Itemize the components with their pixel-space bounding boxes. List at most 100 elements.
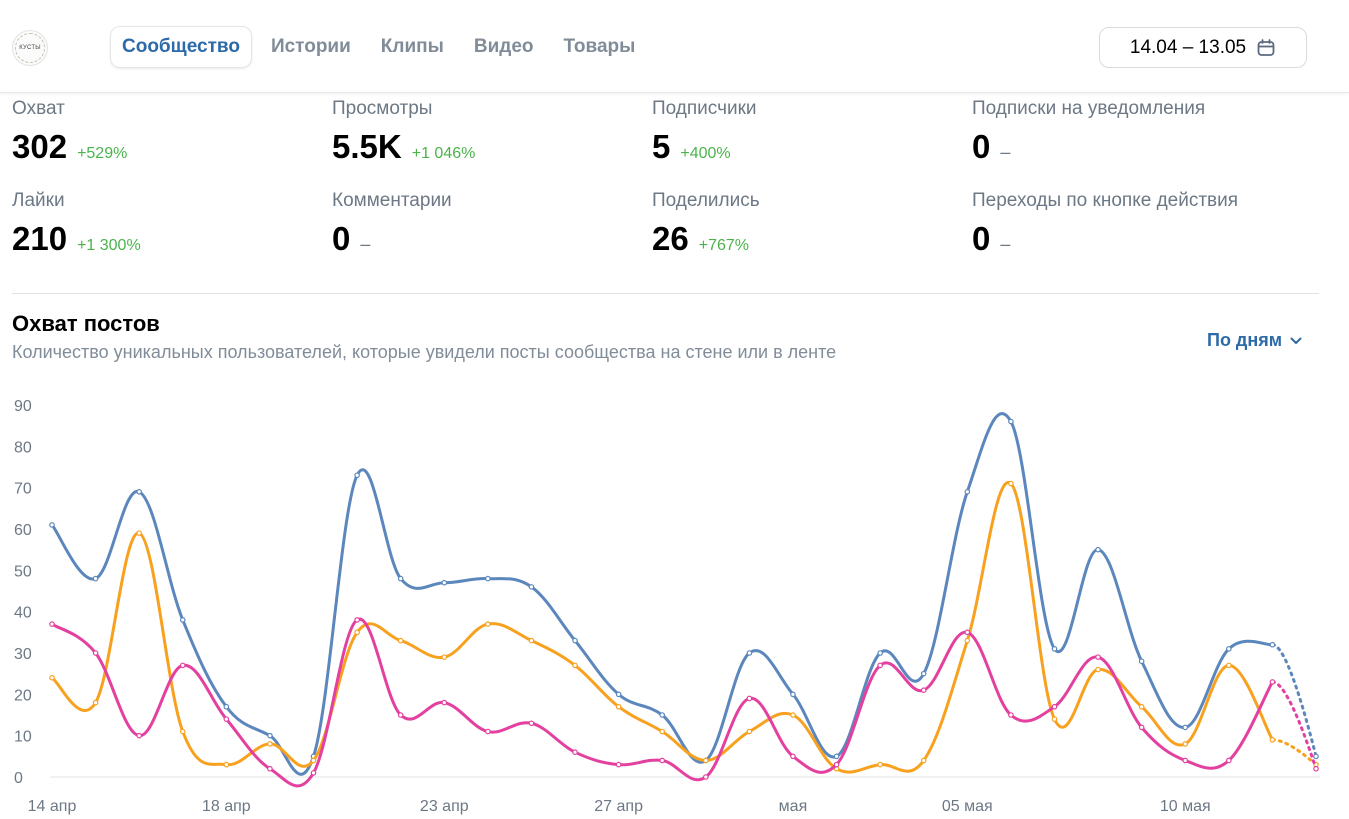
data-point[interactable]: [659, 728, 666, 735]
data-point[interactable]: [920, 757, 927, 764]
date-range-button[interactable]: 14.04 – 13.05: [1099, 27, 1307, 68]
data-point[interactable]: [49, 621, 55, 627]
data-point[interactable]: [528, 637, 535, 644]
data-point[interactable]: [441, 699, 448, 706]
data-point[interactable]: [1051, 646, 1058, 652]
data-point[interactable]: [964, 489, 971, 495]
data-point[interactable]: [441, 654, 448, 660]
data-point[interactable]: [615, 703, 622, 710]
data-point[interactable]: [833, 753, 840, 760]
data-point[interactable]: [1008, 712, 1014, 718]
data-point[interactable]: [267, 765, 273, 772]
data-point[interactable]: [790, 753, 796, 760]
data-point[interactable]: [1269, 736, 1276, 743]
data-point[interactable]: [877, 650, 883, 656]
data-point[interactable]: [746, 695, 753, 702]
data-point[interactable]: [136, 530, 142, 536]
data-point[interactable]: [1138, 703, 1145, 710]
data-point[interactable]: [964, 637, 971, 644]
data-point[interactable]: [1008, 418, 1014, 425]
data-point[interactable]: [92, 650, 99, 656]
data-point[interactable]: [1226, 757, 1232, 764]
data-point[interactable]: [485, 621, 491, 627]
community-avatar[interactable]: КУСТЫ: [12, 30, 48, 66]
data-point[interactable]: [1269, 641, 1276, 648]
data-point[interactable]: [1182, 741, 1189, 747]
data-point[interactable]: [92, 699, 99, 706]
tab-community[interactable]: Сообщество: [110, 26, 252, 68]
x-tick-label: 05 мая: [942, 798, 993, 815]
data-point[interactable]: [397, 637, 404, 644]
data-point[interactable]: [441, 579, 448, 586]
data-point[interactable]: [877, 761, 883, 768]
data-point[interactable]: [223, 703, 230, 710]
data-point[interactable]: [1138, 658, 1145, 665]
metric-delta: –: [1000, 234, 1011, 254]
data-point[interactable]: [1095, 666, 1101, 673]
data-point[interactable]: [354, 617, 360, 623]
data-point[interactable]: [659, 757, 666, 764]
tab-clips[interactable]: Клипы: [380, 36, 444, 57]
data-point[interactable]: [572, 749, 578, 756]
metric-delta: +529%: [77, 145, 128, 162]
data-point[interactable]: [790, 691, 796, 698]
data-point[interactable]: [1182, 757, 1189, 764]
data-point[interactable]: [615, 761, 622, 768]
data-point[interactable]: [223, 716, 230, 722]
data-point[interactable]: [1138, 724, 1145, 731]
data-point[interactable]: [354, 629, 360, 636]
data-point[interactable]: [833, 761, 840, 768]
data-point[interactable]: [615, 691, 622, 698]
data-point[interactable]: [920, 670, 927, 677]
data-point[interactable]: [1008, 480, 1014, 487]
data-point[interactable]: [310, 770, 317, 776]
data-point[interactable]: [1226, 662, 1232, 669]
data-point[interactable]: [964, 629, 971, 636]
data-point[interactable]: [528, 720, 535, 727]
data-point[interactable]: [92, 575, 99, 582]
data-point[interactable]: [1313, 753, 1319, 760]
data-point[interactable]: [136, 732, 142, 739]
data-point[interactable]: [267, 732, 273, 739]
data-point[interactable]: [1226, 646, 1232, 652]
data-point[interactable]: [397, 712, 404, 718]
data-point[interactable]: [1313, 765, 1319, 772]
data-point[interactable]: [49, 674, 55, 681]
data-point[interactable]: [485, 575, 491, 582]
data-point[interactable]: [877, 662, 883, 669]
data-point[interactable]: [136, 489, 142, 495]
data-point[interactable]: [746, 650, 753, 656]
data-point[interactable]: [1095, 654, 1101, 660]
data-point[interactable]: [659, 712, 666, 718]
calendar-icon: [1257, 38, 1275, 56]
x-tick-label: мая: [779, 798, 808, 815]
data-point[interactable]: [572, 662, 578, 669]
data-point[interactable]: [310, 757, 317, 764]
period-dropdown[interactable]: По дням: [1207, 330, 1302, 351]
data-point[interactable]: [267, 741, 273, 747]
data-point[interactable]: [485, 728, 491, 735]
data-point[interactable]: [528, 584, 535, 590]
data-point[interactable]: [1182, 724, 1189, 731]
data-point[interactable]: [920, 687, 927, 694]
metric-comments: Комментарии 0–: [332, 190, 642, 258]
data-point[interactable]: [790, 712, 796, 718]
tab-video[interactable]: Видео: [473, 36, 534, 57]
data-point[interactable]: [397, 575, 404, 582]
data-point[interactable]: [179, 728, 186, 735]
data-point[interactable]: [223, 761, 230, 768]
data-point[interactable]: [49, 522, 55, 528]
data-point[interactable]: [354, 472, 360, 479]
data-point[interactable]: [746, 728, 753, 735]
data-point[interactable]: [572, 637, 578, 644]
data-point[interactable]: [702, 774, 709, 780]
data-point[interactable]: [1051, 716, 1058, 722]
tab-goods[interactable]: Товары: [563, 36, 636, 57]
data-point[interactable]: [1095, 546, 1101, 553]
data-point[interactable]: [179, 617, 186, 623]
data-point[interactable]: [1269, 679, 1276, 685]
tab-stories[interactable]: Истории: [270, 36, 351, 57]
data-point[interactable]: [179, 662, 186, 669]
data-point[interactable]: [702, 757, 709, 764]
data-point[interactable]: [1051, 703, 1058, 710]
